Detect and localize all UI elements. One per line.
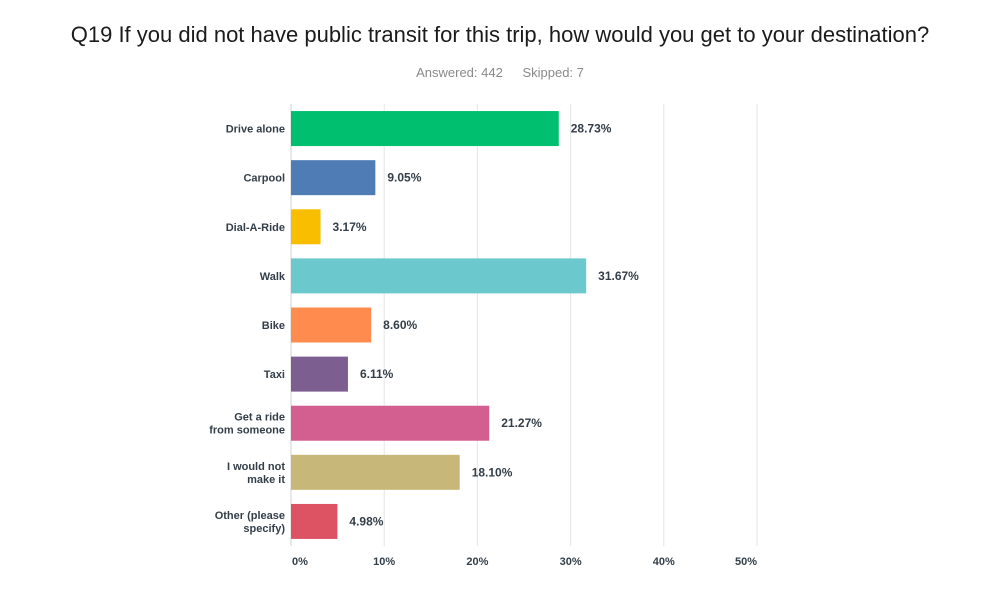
bar: [291, 405, 490, 441]
category-label: Taxi: [264, 369, 285, 381]
data-label: 6.11%: [360, 367, 394, 381]
category-label: Get a ride: [234, 412, 285, 424]
data-label: 21.27%: [501, 416, 542, 430]
response-stats: Answered: 442 Skipped: 7: [0, 65, 1000, 80]
bar: [291, 111, 559, 147]
bar: [291, 454, 460, 490]
x-tick-label: 0%: [292, 556, 308, 568]
x-tick-label: 40%: [653, 556, 675, 568]
bar: [291, 160, 376, 196]
x-tick-label: 20%: [466, 556, 488, 568]
answered-count: Answered: 442: [416, 65, 503, 80]
data-label: 31.67%: [598, 269, 639, 283]
skipped-count: Skipped: 7: [522, 65, 584, 80]
data-label: 28.73%: [571, 122, 612, 136]
bar: [291, 356, 348, 392]
x-tick-label: 10%: [373, 556, 395, 568]
category-label: Carpool: [243, 173, 285, 185]
bar: [291, 258, 587, 294]
bar: [291, 503, 338, 539]
x-tick-label: 50%: [735, 556, 757, 568]
category-label: Dial-A-Ride: [226, 222, 285, 234]
category-label: Walk: [260, 271, 286, 283]
bar: [291, 209, 321, 245]
chart-title: Q19 If you did not have public transit f…: [70, 22, 930, 47]
category-label: I would not: [227, 461, 285, 473]
data-label: 18.10%: [472, 465, 513, 479]
category-label: Drive alone: [226, 124, 285, 136]
data-label: 8.60%: [383, 318, 417, 332]
bar: [291, 307, 372, 343]
category-label: specify): [243, 523, 285, 535]
x-tick-label: 30%: [560, 556, 582, 568]
data-label: 4.98%: [349, 514, 383, 528]
data-label: 3.17%: [333, 220, 367, 234]
category-label: Bike: [262, 320, 285, 332]
category-label: from someone: [209, 425, 285, 437]
data-label: 9.05%: [387, 171, 421, 185]
category-label: make it: [247, 474, 285, 486]
category-label: Other (please: [215, 510, 285, 522]
